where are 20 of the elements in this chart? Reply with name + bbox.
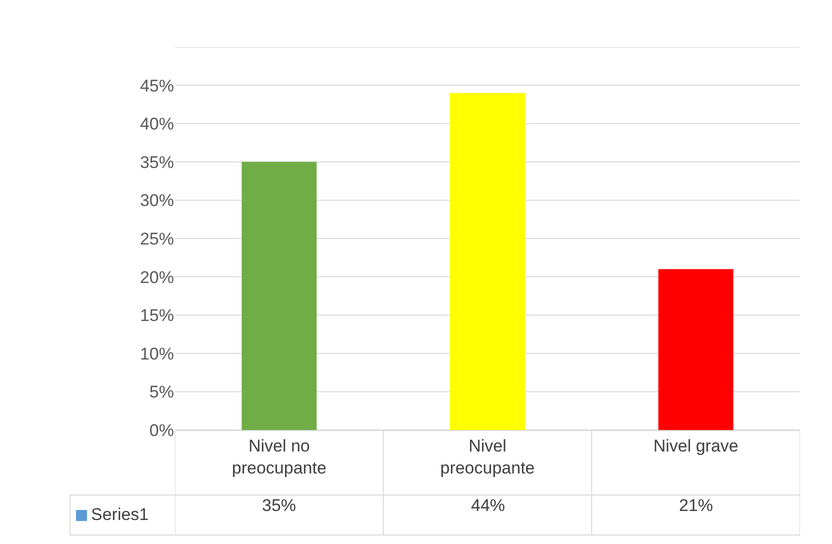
y-tick-label: 30% (140, 191, 174, 210)
y-tick-label: 25% (140, 229, 174, 248)
text: 44% (471, 496, 506, 515)
y-tick-label: 0% (149, 420, 174, 440)
x-tick-label: Nivel no preocupante (232, 436, 326, 478)
text: 21% (679, 496, 714, 515)
y-tick-label: 40% (140, 114, 174, 134)
text: Series1 (91, 505, 149, 525)
x-tick-label: Nivel preocupante (440, 436, 535, 478)
bar (658, 269, 734, 430)
y-tick-label: 45% (140, 76, 174, 96)
y-tick-label: 15% (140, 306, 174, 326)
x-tick-label: Nivel grave (653, 436, 738, 456)
y-tick-label: 5% (149, 382, 174, 402)
y-tick-label: 35% (140, 152, 174, 172)
y-tick-label: 10% (140, 344, 174, 364)
bar (450, 92, 525, 430)
text: 35% (262, 496, 296, 515)
y-tick-label: 20% (140, 268, 174, 287)
bar (242, 162, 317, 430)
